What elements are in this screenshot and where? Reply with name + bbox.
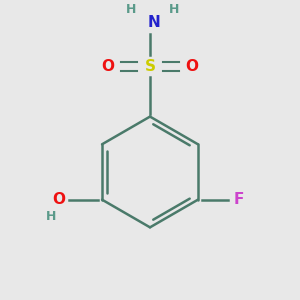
Text: S: S <box>145 59 155 74</box>
Text: O: O <box>186 59 199 74</box>
Text: F: F <box>234 192 244 207</box>
Text: H: H <box>169 3 179 16</box>
Text: H: H <box>126 3 137 16</box>
Text: O: O <box>101 59 114 74</box>
Text: N: N <box>148 16 160 31</box>
Text: O: O <box>52 192 65 207</box>
Text: H: H <box>45 210 56 223</box>
